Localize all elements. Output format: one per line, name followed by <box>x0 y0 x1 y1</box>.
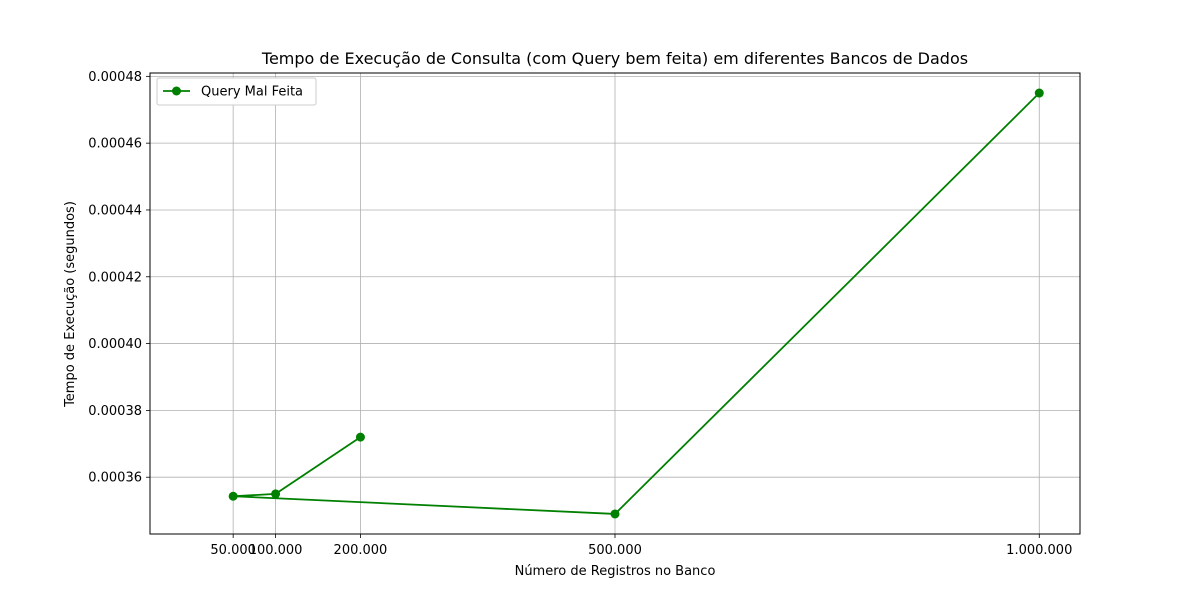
data-point <box>355 432 365 442</box>
y-tick-label: 0.00048 <box>88 70 142 85</box>
y-axis-label: Tempo de Execução (segundos) <box>63 201 78 408</box>
y-tick-label: 0.00038 <box>88 404 142 419</box>
y-axis-ticks: 0.00036 0.00038 0.00040 0.00042 0.00044 0.000… <box>88 70 150 486</box>
y-tick-label: 0.00036 <box>88 471 142 486</box>
x-axis-label: Número de Registros no Banco <box>515 564 716 579</box>
x-tick-label: 100.000 <box>249 543 303 558</box>
y-tick-label: 0.00046 <box>88 137 142 152</box>
y-tick-label: 0.00040 <box>88 337 142 352</box>
data-point <box>610 509 620 519</box>
x-tick-label: 1.000.000 <box>1006 543 1072 558</box>
data-point <box>271 489 281 499</box>
x-tick-label: 500.000 <box>588 543 642 558</box>
legend: Query Mal Feita <box>156 77 317 106</box>
data-point <box>1034 88 1044 98</box>
series-layer <box>228 88 1044 519</box>
x-tick-label: 50.000 <box>210 543 256 558</box>
data-point <box>228 491 238 501</box>
chart-title: Tempo de Execução de Consulta (com Query… <box>261 49 968 68</box>
legend-box <box>156 77 317 106</box>
legend-series-label: Query Mal Feita <box>201 85 303 100</box>
x-tick-label: 200.000 <box>334 543 388 558</box>
legend-series-marker <box>172 86 181 96</box>
y-tick-label: 0.00042 <box>88 270 142 285</box>
grid-layer <box>150 73 1080 534</box>
y-tick-label: 0.00044 <box>88 203 142 218</box>
